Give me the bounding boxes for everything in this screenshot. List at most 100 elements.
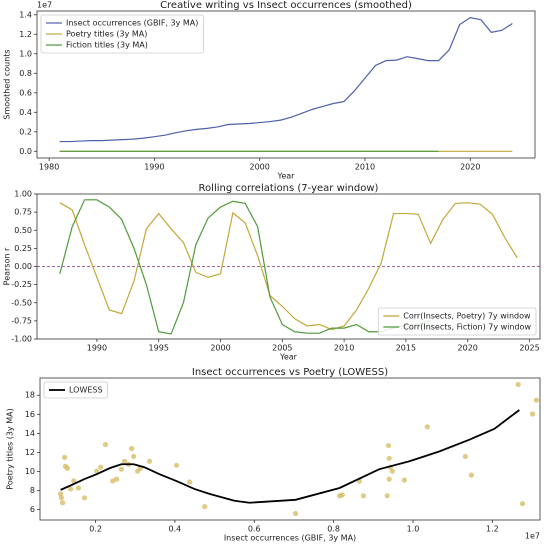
chart-title: Insect occurrences vs Poetry (LOWESS): [192, 367, 388, 378]
y-tick-label: 1.2: [19, 30, 32, 39]
legend-label: Corr(Insects, Fiction) 7y window: [403, 323, 531, 332]
x-tick-label: 1990: [144, 163, 164, 172]
scatter-point: [424, 424, 430, 430]
legend-box: [43, 381, 108, 399]
y-tick-label: 0.0: [19, 147, 32, 156]
scatter-point: [71, 478, 77, 484]
legend-label: Corr(Insects, Poetry) 7y window: [403, 312, 531, 321]
scatter-point: [98, 464, 104, 470]
legend: Corr(Insects, Poetry) 7y window Corr(Inse…: [377, 307, 537, 336]
scatter-point: [515, 381, 521, 388]
series-line: [59, 202, 518, 331]
x-tick-label: 1.2: [486, 525, 499, 534]
subplot: Insect occurrences vs Poetry (LOWESS) 0.2…: [6, 367, 541, 543]
y-tick-label: 10: [25, 467, 35, 476]
legend: Insect occurrences (GBIF, 3y MA) Poetry t…: [40, 14, 204, 54]
scatter-point: [129, 445, 135, 452]
x-tick-label: 0.8: [327, 525, 340, 534]
chart-title: Creative writing vs Insect occurrences (…: [160, 0, 412, 11]
scatter-point: [386, 455, 392, 461]
y-tick-label: 12: [25, 448, 35, 457]
axes-frame: [36, 193, 541, 340]
x-tick-label: 1.0: [407, 525, 420, 534]
x-offset-label: 1e7: [525, 532, 540, 541]
scatter-point: [360, 493, 367, 499]
y-tick-label: 14: [25, 429, 35, 438]
y-tick-label: 18: [25, 391, 35, 400]
x-tick-label: 1995: [149, 344, 169, 353]
scatter-point: [339, 492, 345, 498]
legend-box: [40, 14, 204, 54]
x-axis-label: Year: [279, 353, 298, 362]
scatter-point: [58, 491, 64, 497]
y-tick-label: -1.00: [11, 335, 32, 344]
scatter-point: [389, 468, 395, 474]
y-tick-label: 0.4: [19, 108, 32, 117]
scatter-point: [113, 476, 120, 482]
scatter-point: [131, 453, 137, 460]
x-tick-label: 2000: [210, 344, 230, 353]
scatter-point: [386, 476, 392, 482]
y-tick-label: 1.00: [14, 190, 32, 199]
scatter-point: [202, 504, 208, 510]
series-line: [59, 199, 431, 335]
y-tick-label: 6: [30, 505, 35, 514]
y-tick-label: 0.8: [19, 69, 32, 78]
scatter-point: [67, 486, 74, 492]
x-tick-label: 2000: [249, 163, 269, 172]
scatter-point: [385, 442, 392, 449]
x-tick-label: 2020: [458, 344, 478, 353]
scatter-point: [384, 493, 390, 499]
y-tick-label: 8: [30, 486, 35, 495]
scatter-point: [94, 468, 100, 474]
y-axis-label: Pearson r: [3, 247, 12, 285]
legend-label: Poetry titles (3y MA): [66, 30, 147, 39]
x-axis-label: Insect occurrences (GBIF, 3y MA): [224, 534, 356, 543]
series-line: [60, 409, 520, 504]
x-tick-label: 0.6: [248, 525, 261, 534]
scatter-point: [62, 454, 68, 460]
y-axis-label: Poetry titles (3y MA): [6, 408, 15, 489]
scatter-point: [110, 478, 116, 484]
x-tick-label: 0.2: [89, 525, 102, 534]
scatter-point: [401, 477, 407, 483]
scatter-point: [529, 411, 536, 417]
x-tick-label: 1990: [87, 344, 107, 353]
x-tick-label: 2025: [519, 344, 539, 353]
scatter-point: [118, 466, 124, 472]
x-tick-label: 2020: [460, 163, 480, 172]
scatter-point: [121, 458, 128, 464]
x-tick-label: 2010: [334, 344, 354, 353]
legend-box: [377, 307, 537, 336]
subplot: Creative writing vs Insect occurrences (…: [3, 0, 536, 181]
y-tick-label: 0.25: [14, 244, 32, 253]
scatter-point: [519, 501, 526, 507]
y-tick-label: 0.75: [14, 208, 32, 217]
x-tick-label: 2015: [396, 344, 416, 353]
y-tick-label: 0.50: [14, 226, 32, 235]
y-tick-label: -0.50: [11, 298, 32, 307]
scatter-point: [533, 397, 540, 403]
scatter-point: [58, 495, 65, 501]
axes-frame: [39, 377, 541, 521]
y-tick-label: 0.00: [14, 262, 32, 271]
axes-frame: [36, 10, 536, 159]
y-tick-label: 0.6: [19, 88, 32, 97]
series-line: [59, 17, 513, 143]
x-tick-label: 1980: [39, 163, 59, 172]
legend-label: Insect occurrences (GBIF, 3y MA): [66, 19, 198, 28]
legend-label: LOWESS: [69, 386, 103, 395]
y-tick-label: 16: [25, 410, 35, 419]
scatter-point: [146, 458, 153, 464]
x-tick-label: 2010: [355, 163, 375, 172]
y-tick-label: 0.2: [19, 127, 32, 136]
y-tick-label: -0.25: [11, 280, 32, 289]
x-tick-label: 0.4: [169, 525, 182, 534]
y-tick-label: -0.75: [11, 316, 32, 325]
x-tick-label: 2005: [272, 344, 292, 353]
legend: LOWESS: [43, 381, 108, 399]
scatter-point: [64, 465, 70, 471]
y-tick-label: 1.0: [19, 49, 32, 58]
x-axis-label: Year: [277, 172, 296, 181]
